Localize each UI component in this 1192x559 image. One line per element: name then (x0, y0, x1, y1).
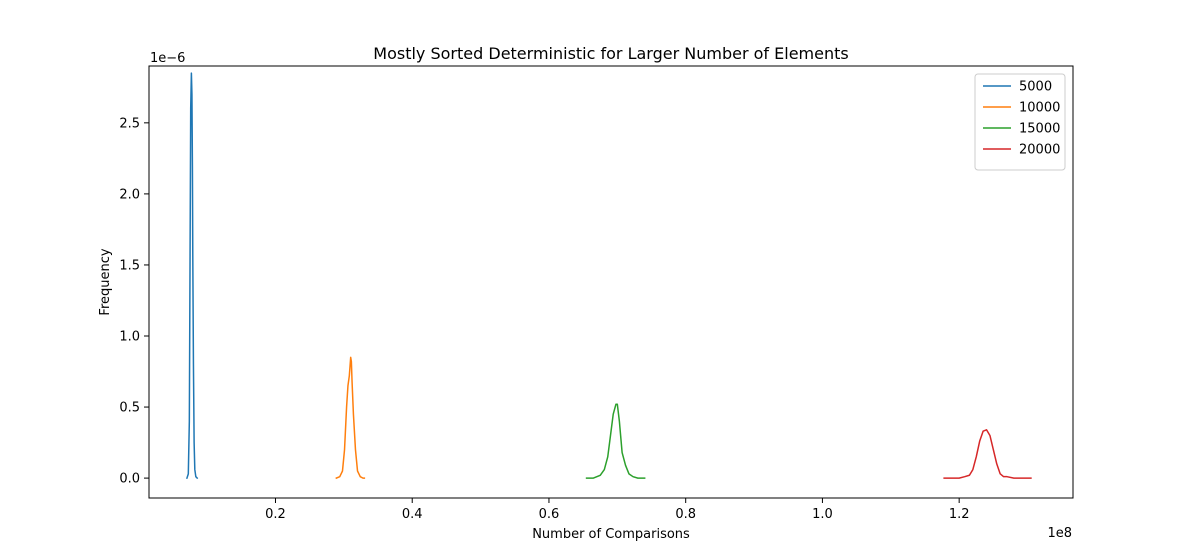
series-line-15000 (585, 403, 646, 479)
chart-title: Mostly Sorted Deterministic for Larger N… (373, 44, 848, 63)
x-tick-label: 1.0 (812, 507, 833, 522)
series-line-20000 (943, 429, 1032, 479)
x-axis-label: Number of Comparisons (532, 527, 690, 542)
x-tick-label: 0.8 (675, 507, 696, 522)
x-tick-label: 0.2 (265, 507, 286, 522)
y-axis: 0.0 0.5 1.0 1.5 2.0 2.5 (119, 116, 149, 487)
x-axis: 0.2 0.4 0.6 0.8 1.0 1.2 (265, 498, 970, 522)
legend-label-5000: 5000 (1019, 80, 1052, 95)
y-tick-label: 2.0 (119, 187, 140, 202)
y-tick-label: 2.5 (119, 116, 140, 131)
legend: 5000 10000 15000 20000 (974, 73, 1066, 171)
legend-label-10000: 10000 (1019, 101, 1060, 116)
y-tick-label: 0.0 (119, 472, 140, 487)
legend-label-20000: 20000 (1019, 143, 1060, 158)
legend-label-15000: 15000 (1019, 122, 1060, 137)
x-tick-label: 1.2 (949, 507, 970, 522)
y-tick-label: 1.0 (119, 330, 140, 345)
legend-frame (974, 73, 1066, 171)
plot-area (185, 72, 1032, 480)
x-axis-offset-label: 1e8 (1047, 526, 1072, 541)
x-tick-label: 0.4 (402, 507, 423, 522)
y-tick-label: 1.5 (119, 258, 140, 273)
plot-frame (148, 65, 1074, 499)
series-line-5000 (185, 72, 199, 480)
y-axis-offset-label: 1e−6 (150, 51, 185, 66)
y-axis-label: Frequency (98, 248, 113, 315)
series-line-10000 (335, 356, 366, 480)
x-tick-label: 0.6 (539, 507, 560, 522)
y-tick-label: 0.5 (119, 401, 140, 416)
